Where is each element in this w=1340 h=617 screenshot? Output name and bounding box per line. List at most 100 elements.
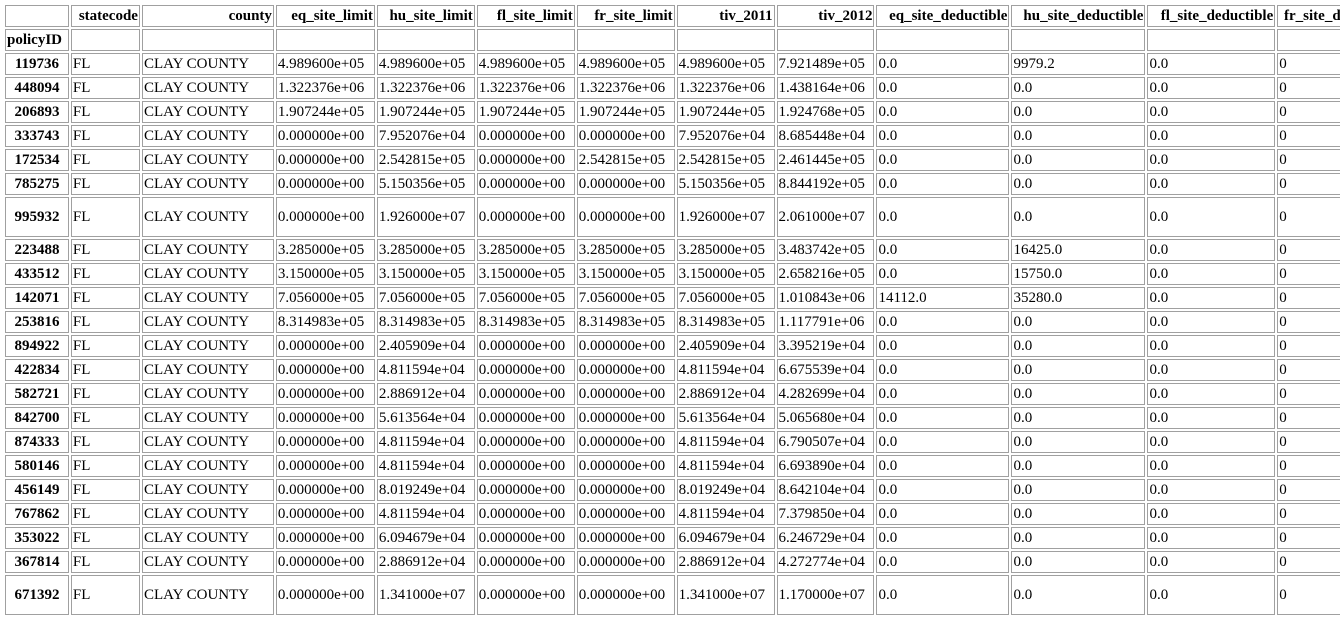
cell-hu-site-deductible: 0.0 <box>1011 335 1146 357</box>
cell-fl-site-limit: 0.000000e+00 <box>476 335 575 357</box>
cell-statecode: FL <box>70 551 140 573</box>
cell-hu-site-limit: 5.150356e+05 <box>376 173 475 195</box>
cell-fr-site-limit: 0.000000e+00 <box>576 503 675 525</box>
cell-tiv-2012: 2.658216e+05 <box>776 263 875 285</box>
cell-tiv-2011: 4.811594e+04 <box>676 359 775 381</box>
table-row: 206893 FL CLAY COUNTY 1.907244e+05 1.907244e… <box>5 101 1340 123</box>
cell-eq-site-limit: 0.000000e+00 <box>275 551 375 573</box>
table-row: 353022 FL CLAY COUNTY 0.000000e+00 6.094679e… <box>5 527 1340 549</box>
cell-fr-site-deductible: 0 <box>1277 527 1340 549</box>
cell-hu-site-limit: 3.150000e+05 <box>376 263 475 285</box>
cell-county: CLAY COUNTY <box>141 101 274 123</box>
cell-tiv-2011: 8.019249e+04 <box>676 479 775 501</box>
column-header-hu-site-deductible: hu_site_deductible <box>1011 5 1146 27</box>
cell-fl-site-limit: 0.000000e+00 <box>476 527 575 549</box>
cell-eq-site-limit: 1.322376e+06 <box>275 77 375 99</box>
row-index-cell: 433512 <box>5 263 69 285</box>
cell-hu-site-limit: 6.094679e+04 <box>376 527 475 549</box>
cell-fl-site-deductible: 0.0 <box>1147 503 1276 525</box>
cell-statecode: FL <box>70 149 140 171</box>
cell-fl-site-deductible: 0.0 <box>1147 455 1276 477</box>
index-name-blank-cell <box>70 29 140 51</box>
cell-county: CLAY COUNTY <box>141 149 274 171</box>
cell-fl-site-deductible: 0.0 <box>1147 383 1276 405</box>
cell-fl-site-limit: 0.000000e+00 <box>476 197 575 237</box>
column-header-tiv-2011: tiv_2011 <box>676 5 775 27</box>
cell-fl-site-limit: 0.000000e+00 <box>476 575 575 615</box>
cell-hu-site-deductible: 0.0 <box>1011 407 1146 429</box>
cell-eq-site-deductible: 0.0 <box>876 575 1010 615</box>
cell-tiv-2011: 4.989600e+05 <box>676 53 775 75</box>
cell-fr-site-limit: 0.000000e+00 <box>576 527 675 549</box>
cell-fr-site-deductible: 0 <box>1277 335 1340 357</box>
cell-statecode: FL <box>70 197 140 237</box>
cell-county: CLAY COUNTY <box>141 53 274 75</box>
cell-eq-site-limit: 0.000000e+00 <box>275 407 375 429</box>
cell-tiv-2011: 7.056000e+05 <box>676 287 775 309</box>
cell-fr-site-deductible: 0 <box>1277 263 1340 285</box>
cell-tiv-2011: 4.811594e+04 <box>676 503 775 525</box>
cell-statecode: FL <box>70 407 140 429</box>
column-header-statecode: statecode <box>70 5 140 27</box>
cell-fr-site-limit: 3.285000e+05 <box>576 239 675 261</box>
cell-county: CLAY COUNTY <box>141 125 274 147</box>
cell-fr-site-deductible: 0 <box>1277 77 1340 99</box>
cell-fl-site-deductible: 0.0 <box>1147 287 1276 309</box>
cell-eq-site-limit: 0.000000e+00 <box>275 149 375 171</box>
cell-eq-site-deductible: 0.0 <box>876 335 1010 357</box>
cell-fr-site-limit: 0.000000e+00 <box>576 359 675 381</box>
row-index-cell: 842700 <box>5 407 69 429</box>
column-header-fr-site-deductible: fr_site_deductible <box>1277 5 1340 27</box>
cell-tiv-2011: 1.341000e+07 <box>676 575 775 615</box>
cell-tiv-2011: 2.886912e+04 <box>676 383 775 405</box>
cell-hu-site-limit: 1.907244e+05 <box>376 101 475 123</box>
table-row: 333743 FL CLAY COUNTY 0.000000e+00 7.952076e… <box>5 125 1340 147</box>
cell-statecode: FL <box>70 479 140 501</box>
cell-fl-site-limit: 7.056000e+05 <box>476 287 575 309</box>
cell-hu-site-limit: 1.926000e+07 <box>376 197 475 237</box>
cell-county: CLAY COUNTY <box>141 551 274 573</box>
cell-statecode: FL <box>70 53 140 75</box>
cell-eq-site-limit: 0.000000e+00 <box>275 335 375 357</box>
cell-eq-site-limit: 0.000000e+00 <box>275 359 375 381</box>
cell-hu-site-deductible: 0.0 <box>1011 479 1146 501</box>
index-name-blank-cell <box>576 29 675 51</box>
cell-fr-site-deductible: 0 <box>1277 173 1340 195</box>
cell-eq-site-deductible: 14112.0 <box>876 287 1010 309</box>
cell-eq-site-deductible: 0.0 <box>876 455 1010 477</box>
cell-tiv-2012: 4.272774e+04 <box>776 551 875 573</box>
row-index-cell: 253816 <box>5 311 69 333</box>
cell-tiv-2011: 5.613564e+04 <box>676 407 775 429</box>
table-row: 223488 FL CLAY COUNTY 3.285000e+05 3.285000e… <box>5 239 1340 261</box>
row-index-cell: 456149 <box>5 479 69 501</box>
cell-fl-site-limit: 0.000000e+00 <box>476 455 575 477</box>
cell-county: CLAY COUNTY <box>141 503 274 525</box>
cell-fl-site-limit: 0.000000e+00 <box>476 149 575 171</box>
table-row: 874333 FL CLAY COUNTY 0.000000e+00 4.811594e… <box>5 431 1340 453</box>
cell-eq-site-deductible: 0.0 <box>876 311 1010 333</box>
table-row: 119736 FL CLAY COUNTY 4.989600e+05 4.989600e… <box>5 53 1340 75</box>
cell-county: CLAY COUNTY <box>141 239 274 261</box>
index-name-header: policyID <box>5 29 69 51</box>
cell-fr-site-deductible: 0 <box>1277 311 1340 333</box>
cell-tiv-2012: 1.924768e+05 <box>776 101 875 123</box>
cell-fl-site-limit: 0.000000e+00 <box>476 359 575 381</box>
row-index-cell: 172534 <box>5 149 69 171</box>
cell-hu-site-deductible: 16425.0 <box>1011 239 1146 261</box>
cell-eq-site-limit: 7.056000e+05 <box>275 287 375 309</box>
cell-county: CLAY COUNTY <box>141 431 274 453</box>
cell-fl-site-deductible: 0.0 <box>1147 53 1276 75</box>
table-row: 172534 FL CLAY COUNTY 0.000000e+00 2.542815e… <box>5 149 1340 171</box>
table-row: 894922 FL CLAY COUNTY 0.000000e+00 2.405909e… <box>5 335 1340 357</box>
cell-eq-site-limit: 0.000000e+00 <box>275 173 375 195</box>
row-index-cell: 995932 <box>5 197 69 237</box>
cell-fr-site-deductible: 0 <box>1277 551 1340 573</box>
cell-hu-site-limit: 3.285000e+05 <box>376 239 475 261</box>
cell-eq-site-deductible: 0.0 <box>876 173 1010 195</box>
row-index-cell: 333743 <box>5 125 69 147</box>
cell-tiv-2012: 4.282699e+04 <box>776 383 875 405</box>
cell-eq-site-deductible: 0.0 <box>876 503 1010 525</box>
cell-fr-site-limit: 0.000000e+00 <box>576 455 675 477</box>
cell-tiv-2012: 1.170000e+07 <box>776 575 875 615</box>
cell-hu-site-deductible: 0.0 <box>1011 125 1146 147</box>
